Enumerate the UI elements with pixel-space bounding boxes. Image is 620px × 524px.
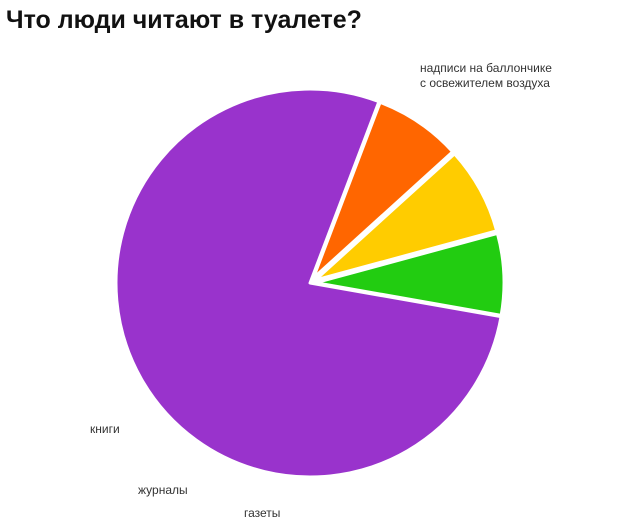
pie-slice-3 xyxy=(313,152,499,282)
pie-slice-2 xyxy=(311,100,455,280)
pie-slice-1 xyxy=(114,87,503,479)
slice-label-4: газеты xyxy=(244,506,280,520)
slice-label-3: журналы xyxy=(138,483,188,497)
slice-label-1: надписи на баллончике с освежителем возду… xyxy=(420,61,552,90)
chart-title: Что люди читают в туалете? xyxy=(6,6,362,34)
slice-label-2: книги xyxy=(90,422,120,436)
slice-labels: надписи на баллончике с освежителем возду… xyxy=(90,61,552,520)
slices xyxy=(114,87,506,479)
pie-slice-4 xyxy=(314,231,506,317)
